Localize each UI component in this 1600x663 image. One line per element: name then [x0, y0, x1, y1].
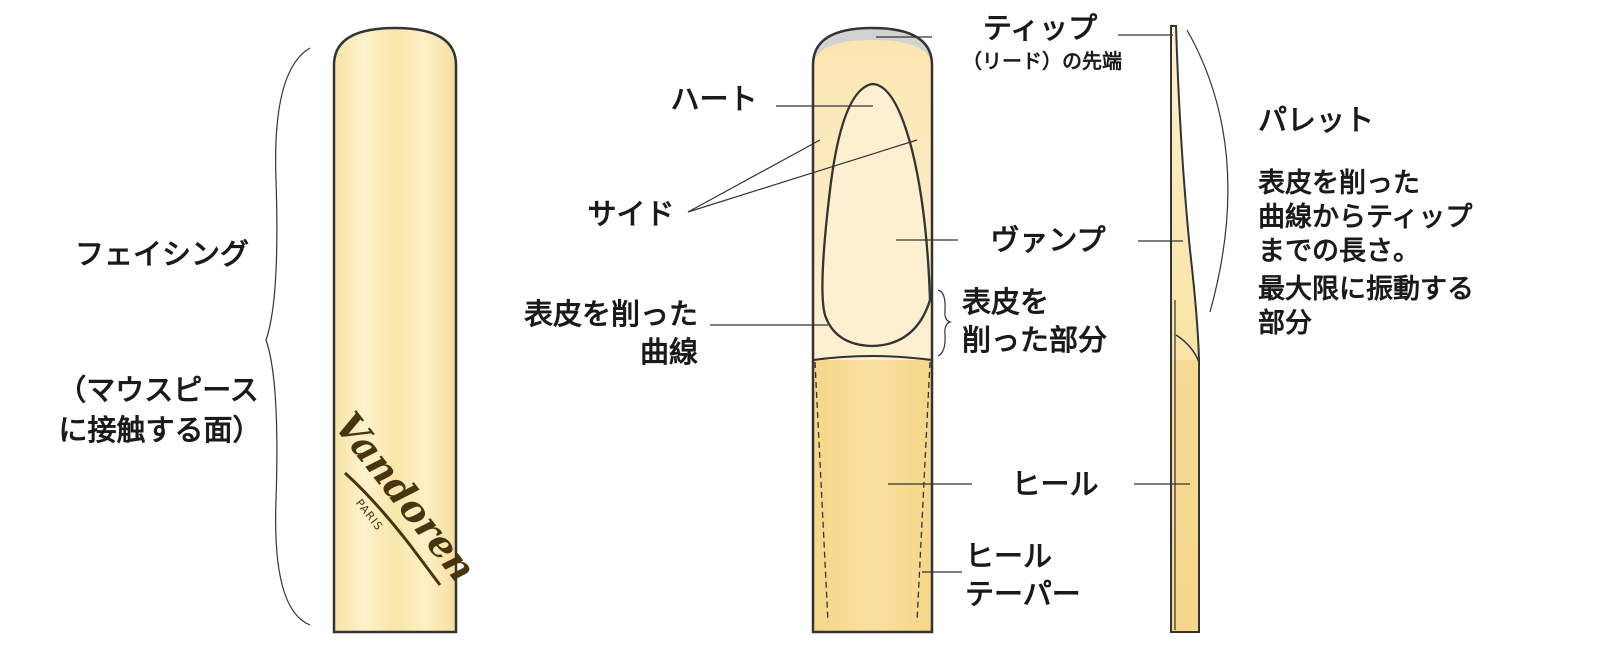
side-cut-curve [1175, 334, 1200, 363]
tip-sublabel: （リード）の先端 [962, 49, 1122, 73]
cut-curve-label-2: 曲線 [640, 335, 698, 369]
facing-title: フェイシング [75, 237, 249, 271]
heel-taper-label-1: ヒール [965, 539, 1052, 573]
vamp-cut-curve [821, 82, 932, 348]
facing-brace [265, 47, 311, 626]
side-leader-left [687, 139, 821, 213]
palette-desc-4: 最大限に振動する [1258, 274, 1474, 305]
heart-label: ハート [670, 82, 757, 116]
cut-area-label-2: 削った部分 [962, 323, 1107, 357]
palette-desc-1: 表皮を削った [1258, 168, 1420, 199]
facing-reed-body [332, 26, 458, 634]
palette-desc-5: 部分 [1258, 307, 1312, 339]
cut-curve-label-1: 表皮を削った [524, 297, 698, 331]
facing-subtitle-2: に接触する面） [58, 413, 261, 447]
facing-reed: Vandoren PARIS [326, 26, 486, 634]
palette-arc [1186, 29, 1229, 313]
vamp-label: ヴァンプ [990, 223, 1106, 257]
side-leader-right [687, 139, 918, 213]
cut-area-brace [937, 289, 952, 357]
heel-label: ヒール [1011, 467, 1098, 501]
heel-taper-left [814, 361, 829, 623]
logo-swash [343, 471, 442, 586]
cut-area-label-1: 表皮を [962, 285, 1049, 319]
palette-desc-3: までの長さ。 [1258, 236, 1420, 267]
heel-taper-label-2: テーパー [965, 577, 1081, 611]
heel-boundary [812, 355, 933, 361]
heel-taper-right [916, 361, 931, 623]
palette-title: パレット [1258, 103, 1374, 137]
front-reed [811, 26, 934, 634]
facing-subtitle-1: （マウスピース [57, 373, 259, 407]
tip-label: ティップ [983, 11, 1098, 45]
side-label: サイド [587, 197, 674, 231]
palette-desc-2: 曲線からティップ [1258, 201, 1473, 233]
heel-area [813, 360, 932, 632]
front-reed-outline [811, 26, 934, 634]
side-reed [1170, 25, 1200, 633]
